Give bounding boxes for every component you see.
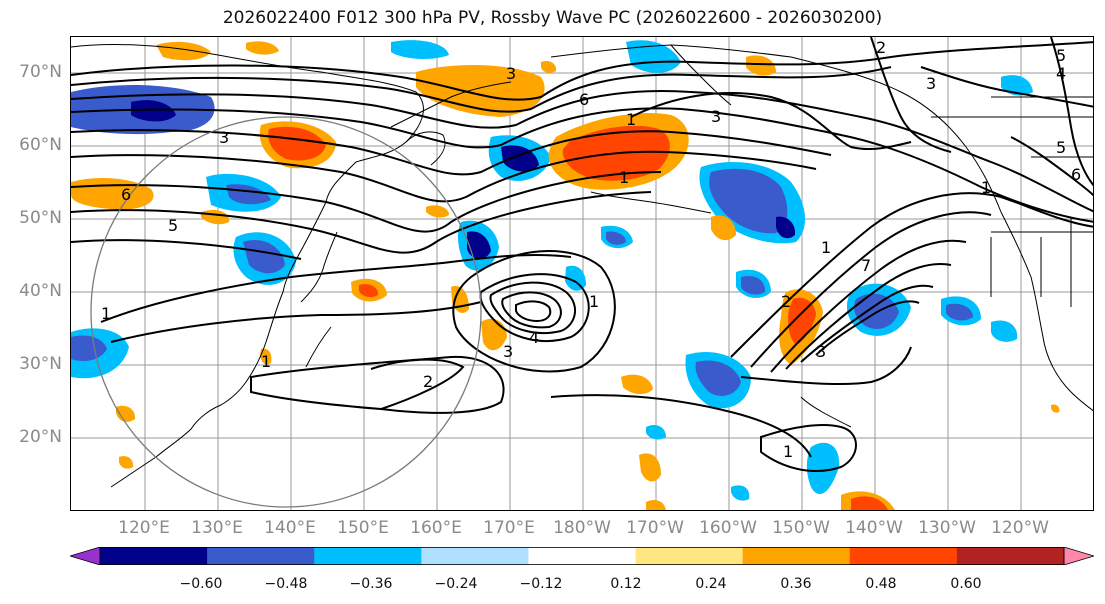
- colorbar-segment: [528, 547, 637, 565]
- pv-negative-anomalies: [71, 40, 1033, 501]
- colorbar-tick-label: −0.60: [179, 576, 223, 592]
- colorbar-segment: [207, 547, 315, 565]
- map-title: 2026022400 F012 300 hPa PV, Rossby Wave …: [222, 8, 883, 28]
- lat-label: 70°N: [19, 62, 62, 82]
- contour-label: 1: [619, 168, 629, 187]
- contour-label: 7: [861, 256, 871, 275]
- lat-label: 30°N: [19, 354, 62, 374]
- lon-label: 170°W: [626, 518, 684, 538]
- colorbar-segment: [314, 547, 422, 565]
- colorbar-tick-label: −0.48: [264, 576, 308, 592]
- colorbar-tick-label: 0.12: [610, 576, 642, 592]
- colorbar-tick-label: 0.36: [780, 576, 812, 592]
- contour-label: 1: [981, 178, 991, 197]
- colorbar: [70, 547, 1094, 565]
- colorbar-segment: [742, 547, 851, 565]
- contour-label: 2: [876, 38, 886, 57]
- lon-label: 170°E: [483, 518, 535, 538]
- contour-label: 6: [579, 90, 589, 109]
- map-canvas: 2 5 4 3 3 6 3 1 5 6 3 1 1 6 5 1 4 3 1 2 …: [71, 37, 1093, 510]
- lon-label: 140°W: [845, 518, 903, 538]
- contour-label: 3: [503, 342, 513, 361]
- contour-label: 1: [626, 110, 636, 129]
- pv-positive-anomalies: [71, 41, 1060, 510]
- colorbar-segment: [849, 547, 958, 565]
- contour-label: 3: [219, 128, 229, 147]
- lon-label: 180°W: [553, 518, 611, 538]
- colorbar-tick-label: 0.60: [950, 576, 982, 592]
- contour-label: 4: [529, 328, 539, 347]
- lon-label: 160°W: [699, 518, 757, 538]
- lon-label: 160°E: [410, 518, 462, 538]
- lon-label: 150°E: [337, 518, 389, 538]
- colorbar-tick-label: −0.24: [434, 576, 478, 592]
- colorbar-tick-label: 0.48: [865, 576, 897, 592]
- lon-label: 140°E: [264, 518, 316, 538]
- colorbar-extend-min: [70, 547, 101, 565]
- contour-label: 1: [261, 352, 271, 371]
- lat-label: 20°N: [19, 427, 62, 447]
- lon-label: 120°W: [991, 518, 1049, 538]
- rossby-wave-contours: [71, 37, 1093, 473]
- contour-label: 3: [816, 342, 826, 361]
- lon-label: 150°W: [772, 518, 830, 538]
- lat-label: 60°N: [19, 135, 62, 155]
- contour-label: 3: [506, 64, 516, 83]
- contour-label: 3: [711, 107, 721, 126]
- colorbar-segment: [956, 547, 1065, 565]
- contour-label: 6: [121, 185, 131, 204]
- contour-label: 2: [423, 372, 433, 391]
- colorbar-outline: [99, 547, 1065, 565]
- contour-label: 4: [1056, 64, 1066, 83]
- colorbar-tick-label: −0.12: [519, 576, 563, 592]
- contour-label: 2: [781, 292, 791, 311]
- contour-label: 5: [1056, 138, 1066, 157]
- reference-circle: [90, 116, 482, 508]
- contour-label: 3: [926, 74, 936, 93]
- contour-label: 6: [1071, 165, 1081, 184]
- lat-label: 40°N: [19, 281, 62, 301]
- colorbar-segment: [100, 547, 208, 565]
- lon-label: 120°E: [118, 518, 170, 538]
- colorbar-canvas: [70, 547, 1094, 565]
- contour-label: 5: [1056, 46, 1066, 65]
- lon-label: 130°E: [191, 518, 243, 538]
- colorbar-tick-label: −0.36: [349, 576, 393, 592]
- contour-label: 1: [101, 304, 111, 323]
- contour-labels: 2 5 4 3 3 6 3 1 5 6 3 1 1 6 5 1 4 3 1 2 …: [101, 38, 1081, 461]
- lat-label: 50°N: [19, 208, 62, 228]
- map-panel[interactable]: 2 5 4 3 3 6 3 1 5 6 3 1 1 6 5 1 4 3 1 2 …: [70, 36, 1094, 511]
- colorbar-segment: [635, 547, 744, 565]
- colorbar-tick-label: 0.24: [695, 576, 727, 592]
- contour-label: 1: [821, 238, 831, 257]
- colorbar-segment: [421, 547, 529, 565]
- lon-label: 130°W: [918, 518, 976, 538]
- contour-label: 5: [168, 216, 178, 235]
- contour-label: 1: [589, 292, 599, 311]
- coastlines: [71, 44, 1093, 488]
- contour-label: 1: [783, 442, 793, 461]
- colorbar-extend-max: [1063, 547, 1094, 565]
